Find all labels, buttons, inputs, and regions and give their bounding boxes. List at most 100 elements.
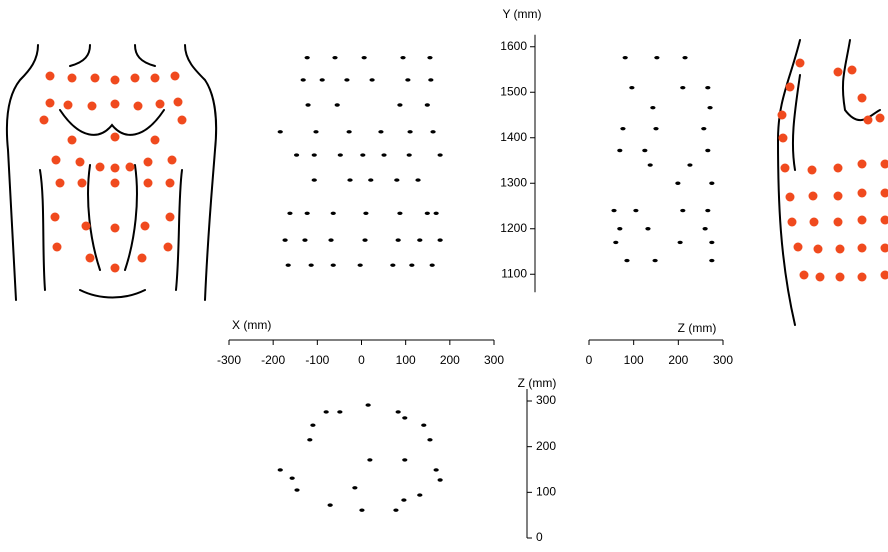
point xyxy=(613,241,618,244)
marker-dot xyxy=(848,66,857,75)
y-tick-label: 100 xyxy=(536,485,556,499)
point xyxy=(427,438,432,441)
point xyxy=(675,182,680,185)
x-tick-label: 0 xyxy=(358,353,365,367)
y-tick-label: 1400 xyxy=(500,130,527,144)
point xyxy=(680,209,685,212)
point xyxy=(312,178,317,181)
marker-dot xyxy=(834,192,843,201)
y-tick-label: 1500 xyxy=(500,84,527,98)
marker-dot xyxy=(53,243,62,252)
point xyxy=(421,424,426,427)
marker-dot xyxy=(144,179,153,188)
point xyxy=(294,153,299,156)
marker-dot xyxy=(816,273,825,282)
marker-dot xyxy=(166,179,175,188)
marker-dot xyxy=(814,245,823,254)
point xyxy=(415,178,420,181)
point xyxy=(337,410,342,413)
marker-dot xyxy=(834,218,843,227)
marker-dot xyxy=(111,224,120,233)
marker-dot xyxy=(91,74,100,83)
x-tick-label: 200 xyxy=(440,353,460,367)
marker-dot xyxy=(64,101,73,110)
point xyxy=(363,212,368,215)
point xyxy=(611,209,616,212)
marker-dot xyxy=(46,99,55,108)
marker-dot xyxy=(881,189,888,198)
x-axis-label: X (mm) xyxy=(232,318,271,332)
point xyxy=(425,103,430,106)
marker-dot xyxy=(168,156,177,165)
y-tick-label: 1100 xyxy=(501,266,527,280)
point xyxy=(366,403,371,406)
y-tick-label: 0 xyxy=(536,530,543,544)
point xyxy=(425,212,430,215)
point xyxy=(438,478,443,481)
point xyxy=(402,416,407,419)
point xyxy=(331,263,336,266)
point xyxy=(338,153,343,156)
point xyxy=(368,178,373,181)
marker-dot xyxy=(82,222,91,231)
marker-dot xyxy=(881,271,888,280)
point xyxy=(682,56,687,59)
point xyxy=(278,130,283,133)
point xyxy=(654,56,659,59)
x-tick-label: 0 xyxy=(586,353,593,367)
point xyxy=(378,130,383,133)
marker-dot xyxy=(164,243,173,252)
marker-dot xyxy=(834,164,843,173)
point xyxy=(290,476,295,479)
marker-dot xyxy=(781,164,790,173)
point xyxy=(324,410,329,413)
point xyxy=(370,78,375,81)
marker-dot xyxy=(131,74,140,83)
point xyxy=(705,149,710,152)
marker-dot xyxy=(111,179,120,188)
y-tick-label: 1200 xyxy=(500,221,527,235)
x-axis-label: Z (mm) xyxy=(678,321,717,335)
marker-dot xyxy=(788,218,797,227)
point xyxy=(428,78,433,81)
point xyxy=(617,227,622,230)
point xyxy=(282,238,287,241)
point xyxy=(678,241,683,244)
point xyxy=(434,212,439,215)
point xyxy=(405,78,410,81)
point xyxy=(687,163,692,166)
point xyxy=(407,153,412,156)
point xyxy=(680,86,685,89)
point xyxy=(434,468,439,471)
marker-dot xyxy=(76,158,85,167)
point xyxy=(307,438,312,441)
point xyxy=(320,78,325,81)
marker-dot xyxy=(88,102,97,111)
point xyxy=(294,488,299,491)
point xyxy=(344,78,349,81)
marker-dot xyxy=(171,72,180,81)
point xyxy=(633,209,638,212)
marker-dot xyxy=(778,111,787,120)
point xyxy=(278,468,283,471)
marker-dot xyxy=(51,213,60,222)
point xyxy=(417,493,422,496)
point xyxy=(305,103,310,106)
marker-dot xyxy=(46,72,55,81)
marker-dot xyxy=(858,273,867,282)
marker-dot xyxy=(156,100,165,109)
x-tick-label: 200 xyxy=(668,353,688,367)
point xyxy=(367,458,372,461)
point xyxy=(305,56,310,59)
point xyxy=(703,227,708,230)
point xyxy=(709,241,714,244)
point xyxy=(393,508,398,511)
point xyxy=(705,86,710,89)
marker-dot xyxy=(134,102,143,111)
point xyxy=(305,212,310,215)
marker-dot xyxy=(858,94,867,103)
point xyxy=(653,127,658,130)
marker-dot xyxy=(808,166,817,175)
marker-dot xyxy=(68,74,77,83)
